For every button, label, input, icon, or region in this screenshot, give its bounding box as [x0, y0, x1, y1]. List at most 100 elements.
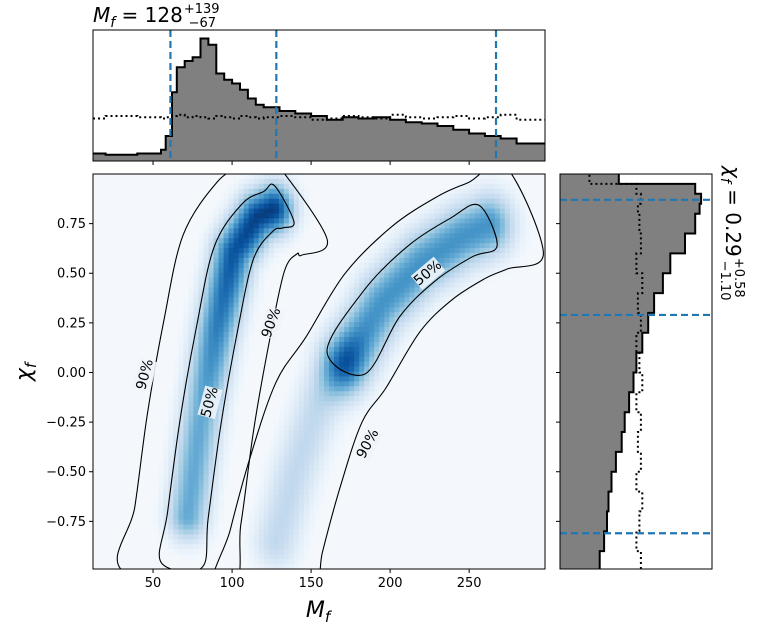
- density-cell: [163, 425, 169, 432]
- density-cell: [364, 253, 370, 259]
- density-cell: [233, 248, 240, 254]
- density-cell: [233, 193, 240, 200]
- density-cell: [364, 307, 370, 313]
- density-cell: [319, 490, 325, 496]
- density-cell: [369, 272, 375, 279]
- density-cell: [409, 297, 416, 303]
- density-cell: [193, 415, 200, 422]
- density-cell: [439, 233, 446, 239]
- density-cell: [313, 514, 320, 521]
- density-cell: [324, 376, 330, 382]
- density-cell: [339, 327, 345, 333]
- density-cell: [223, 327, 230, 333]
- density-cell: [213, 480, 220, 486]
- density-cell: [434, 287, 441, 294]
- density-cell: [369, 307, 375, 313]
- density-cell: [499, 272, 506, 279]
- density-cell: [248, 514, 255, 521]
- density-cell: [218, 401, 225, 407]
- density-cell: [504, 178, 511, 185]
- contour-50-right: [326, 203, 498, 376]
- density-cell: [303, 534, 310, 540]
- density-cell: [454, 213, 461, 220]
- contour-90-left: [116, 174, 329, 569]
- density-cell: [193, 361, 200, 368]
- density-cell: [288, 406, 295, 412]
- density-cell: [263, 203, 270, 210]
- density-cell: [344, 396, 350, 402]
- density-cell: [293, 228, 300, 234]
- density-cell: [268, 494, 275, 501]
- density-cell: [268, 238, 275, 244]
- density-cell: [228, 346, 235, 353]
- density-cell: [469, 243, 476, 249]
- density-cell: [263, 208, 270, 215]
- density-cell: [173, 534, 179, 540]
- density-cell: [243, 233, 250, 239]
- density-cell: [334, 327, 340, 333]
- density-cell: [233, 302, 240, 308]
- density-cell: [469, 208, 476, 215]
- density-cell: [439, 302, 446, 308]
- density-cell: [449, 193, 456, 200]
- density-cell: [183, 504, 190, 511]
- contour-label-bg: [258, 305, 286, 341]
- density-cell: [484, 277, 491, 284]
- density-cell: [354, 302, 360, 308]
- density-cell: [188, 302, 195, 308]
- density-cell: [464, 208, 471, 215]
- density-cell: [183, 440, 190, 447]
- density-cell: [273, 509, 280, 516]
- density-cell: [474, 223, 481, 229]
- density-cell: [303, 504, 310, 511]
- density-cell: [298, 391, 305, 397]
- density-cell: [263, 529, 270, 536]
- density-cell: [213, 519, 220, 526]
- density-cell: [178, 401, 184, 407]
- density-cell: [329, 420, 335, 427]
- density-cell: [243, 218, 250, 224]
- density-cell: [464, 243, 471, 249]
- density-cell: [168, 391, 174, 397]
- density-cell: [283, 208, 290, 215]
- density-cell: [504, 188, 511, 195]
- density-cell: [243, 554, 250, 560]
- density-cell: [278, 544, 285, 550]
- density-cell: [193, 470, 200, 476]
- density-cell: [273, 440, 280, 447]
- density-cell: [344, 287, 350, 294]
- density-cell: [263, 450, 270, 457]
- density-cell: [218, 514, 225, 521]
- density-cell: [213, 361, 220, 368]
- density-cell: [339, 351, 345, 358]
- density-cell: [459, 223, 466, 229]
- density-cell: [364, 262, 370, 269]
- density-cell: [329, 312, 335, 318]
- density-cell: [434, 228, 441, 234]
- density-cell: [334, 440, 340, 447]
- density-cell: [469, 257, 476, 264]
- density-cell: [238, 203, 245, 210]
- density-cell: [359, 346, 365, 353]
- density-cell: [479, 198, 486, 205]
- density-cell: [504, 213, 511, 220]
- density-cell: [303, 401, 310, 407]
- density-cell: [168, 420, 174, 427]
- density-cell: [384, 287, 390, 294]
- density-cell: [173, 406, 179, 412]
- density-cell: [273, 203, 280, 210]
- density-cell: [334, 287, 340, 294]
- density-cell: [258, 534, 265, 540]
- density-cell: [293, 391, 300, 397]
- density-cell: [198, 341, 205, 348]
- density-cell: [479, 262, 486, 269]
- density-cell: [469, 262, 476, 269]
- density-cell: [263, 257, 270, 264]
- density-cell: [499, 203, 506, 210]
- density-cell: [374, 366, 380, 373]
- density-cell: [203, 346, 210, 353]
- density-cell: [193, 411, 200, 417]
- density-cell: [429, 193, 436, 200]
- density-cell: [258, 208, 265, 215]
- density-cell: [404, 228, 410, 234]
